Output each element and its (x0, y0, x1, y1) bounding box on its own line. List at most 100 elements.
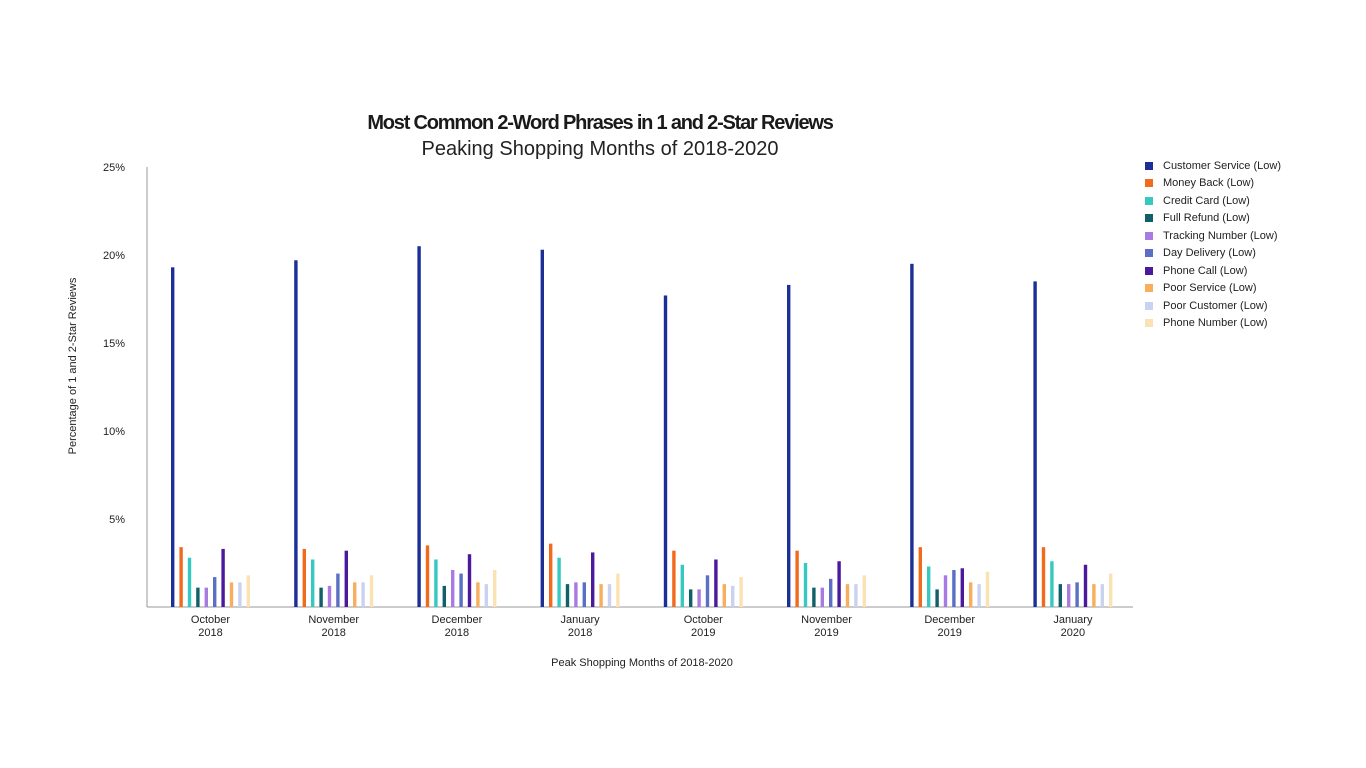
chart-title: Most Common 2-Word Phrases in 1 and 2-St… (367, 112, 834, 134)
bar (540, 249, 544, 607)
bar (1100, 584, 1104, 607)
legend-label: Poor Service (Low) (1163, 282, 1257, 295)
legend-item: Money Back (Low) (1145, 175, 1281, 193)
x-tick-label: January 2018 (561, 614, 601, 639)
bar (837, 561, 841, 607)
bar (960, 568, 964, 607)
bar (574, 582, 578, 607)
bar (179, 547, 183, 607)
bar (476, 582, 480, 607)
legend-item: Credit Card (Low) (1145, 192, 1281, 210)
bar (672, 550, 676, 607)
bar-group (540, 249, 620, 607)
bar (952, 570, 956, 607)
y-tick-label: 5% (109, 514, 125, 526)
legend-item: Phone Number (Low) (1145, 315, 1281, 333)
bar (680, 564, 684, 607)
bar (829, 578, 833, 607)
bar (927, 566, 931, 607)
bar (714, 559, 718, 607)
bar (353, 582, 357, 607)
bar (221, 548, 225, 607)
bar (1075, 582, 1079, 607)
legend-swatch (1145, 249, 1153, 258)
bar (910, 263, 914, 607)
legend-swatch (1145, 284, 1153, 293)
bar-group (171, 267, 250, 607)
legend-swatch (1145, 319, 1153, 328)
bar (425, 545, 430, 607)
legend-item: Poor Service (Low) (1145, 280, 1281, 298)
bar (969, 582, 973, 607)
bar (434, 559, 438, 607)
bar (557, 557, 561, 607)
bar (616, 573, 620, 607)
bar (302, 548, 306, 607)
bar (451, 570, 455, 607)
x-tick-label: December 2019 (924, 614, 975, 639)
legend-item: Poor Customer (Low) (1145, 297, 1281, 315)
bar-group (1033, 281, 1113, 607)
bar-group (910, 263, 990, 607)
bar (812, 587, 816, 607)
legend-swatch (1145, 231, 1153, 240)
bar (417, 246, 421, 607)
y-ticks: 5% 10% 15% 20% 25% (103, 162, 125, 526)
legend-label: Poor Customer (Low) (1163, 299, 1268, 312)
bar (459, 573, 463, 607)
bar (171, 267, 175, 607)
legend-swatch (1145, 161, 1153, 170)
bar (977, 584, 981, 607)
legend-item: Phone Call (Low) (1145, 262, 1281, 280)
bar (739, 577, 743, 607)
bar-group (417, 246, 497, 607)
chart-subtitle: Peaking Shopping Months of 2018-2020 (421, 138, 779, 160)
bar (327, 585, 332, 607)
bar (229, 582, 234, 607)
bars (171, 246, 1113, 607)
bar (599, 584, 603, 607)
legend: Customer Service (Low) Money Back (Low) Cr… (1145, 157, 1281, 332)
bar (1041, 547, 1046, 607)
bar (854, 584, 858, 607)
bar (344, 550, 348, 607)
legend-item: Day Delivery (Low) (1145, 245, 1281, 263)
bar-group (294, 260, 374, 607)
legend-swatch (1145, 301, 1153, 310)
legend-swatch (1145, 266, 1153, 275)
bar (935, 589, 939, 607)
legend-swatch (1145, 179, 1153, 188)
bar (1050, 561, 1054, 607)
bar (294, 260, 298, 607)
bar (705, 575, 710, 607)
legend-swatch (1145, 214, 1153, 223)
bar-group (787, 284, 866, 607)
bar (985, 571, 990, 607)
legend-label: Full Refund (Low) (1163, 212, 1250, 225)
legend-label: Tracking Number (Low) (1163, 229, 1278, 242)
y-tick-label: 25% (103, 162, 125, 174)
bar (582, 582, 586, 607)
bar (803, 563, 808, 607)
x-tick-label: November 2018 (308, 614, 359, 639)
x-tick-label: December 2018 (432, 614, 483, 639)
bar (820, 587, 824, 607)
bar (845, 584, 850, 607)
bar (204, 587, 208, 607)
legend-item: Tracking Number (Low) (1145, 227, 1281, 245)
bar (549, 543, 553, 607)
bar (196, 587, 200, 607)
bar (369, 575, 374, 607)
bar (1109, 573, 1113, 607)
bar (565, 584, 570, 607)
legend-swatch (1145, 196, 1153, 205)
bar (697, 589, 701, 607)
bar (722, 584, 726, 607)
bar (493, 570, 497, 607)
bar (731, 585, 735, 607)
legend-item: Customer Service (Low) (1145, 157, 1281, 175)
bar (943, 575, 948, 607)
bar (1033, 281, 1037, 607)
legend-label: Phone Call (Low) (1163, 264, 1248, 277)
